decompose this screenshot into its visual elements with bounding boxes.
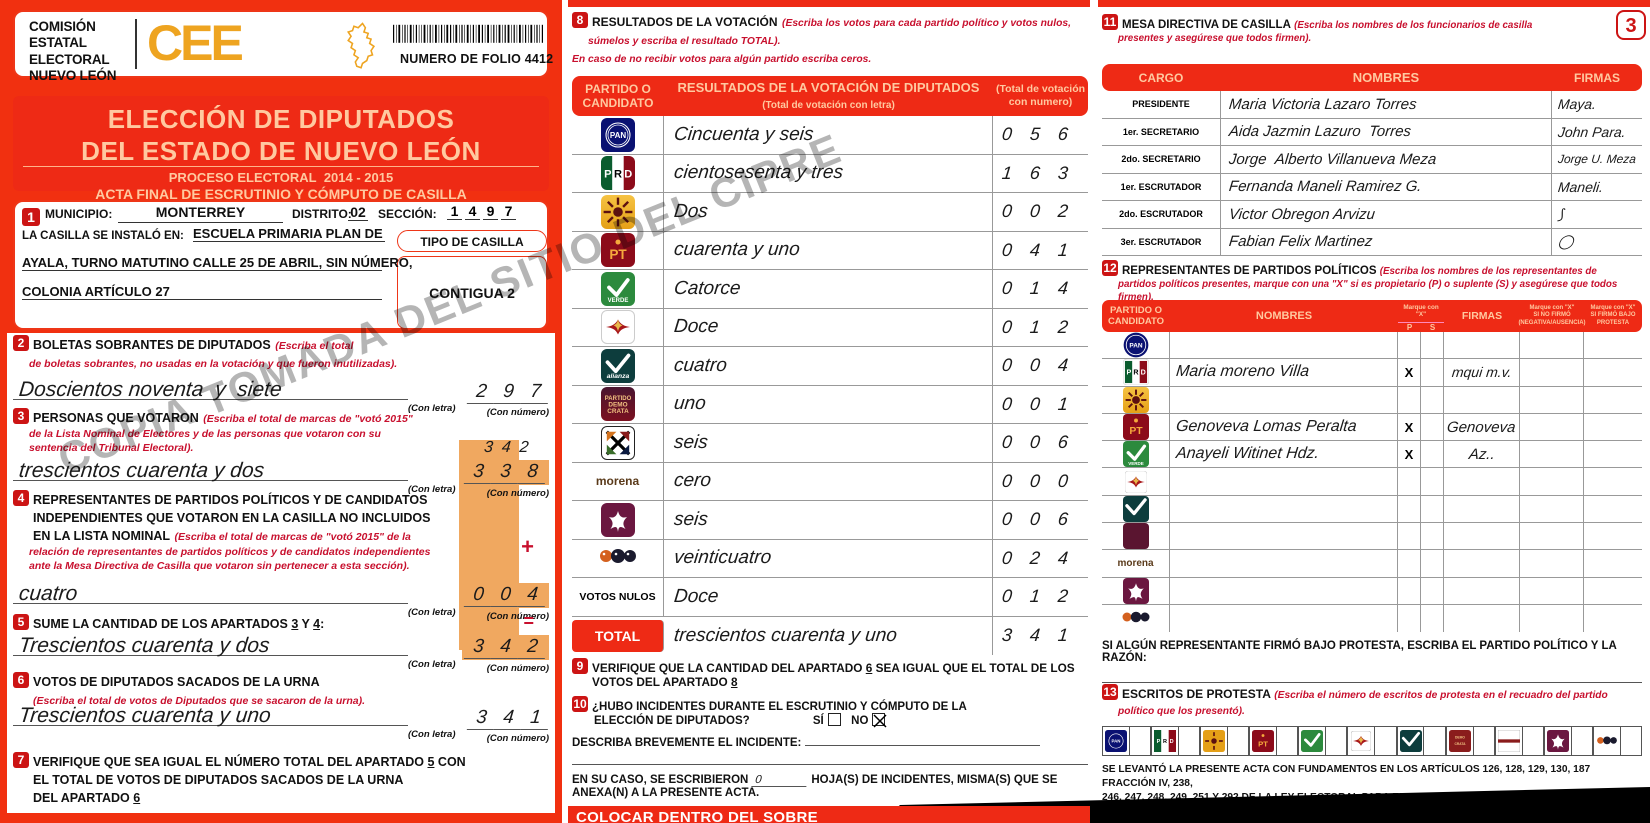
- svg-text:PT: PT: [1258, 740, 1268, 749]
- svg-text:VERDE: VERDE: [1128, 461, 1144, 466]
- svg-text:DEMO: DEMO: [1455, 735, 1465, 739]
- svg-text:CRATA: CRATA: [1454, 742, 1466, 746]
- svg-text:D: D: [1170, 739, 1174, 745]
- svg-text:D: D: [624, 169, 632, 181]
- svg-text:PAN: PAN: [609, 131, 626, 140]
- svg-text:R: R: [1133, 369, 1138, 377]
- svg-text:D: D: [1140, 369, 1145, 377]
- svg-text:alianza: alianza: [606, 373, 629, 380]
- svg-text:PAN: PAN: [1129, 343, 1143, 350]
- svg-text:PAN: PAN: [1111, 739, 1120, 744]
- svg-text:P: P: [1157, 739, 1161, 745]
- svg-text:PT: PT: [609, 247, 627, 262]
- svg-text:P: P: [604, 169, 611, 181]
- svg-text:R: R: [1163, 739, 1167, 745]
- svg-text:R: R: [614, 169, 622, 181]
- svg-text:P: P: [1126, 369, 1131, 377]
- svg-text:PT: PT: [1129, 426, 1143, 437]
- svg-text:VERDE: VERDE: [607, 298, 628, 304]
- svg-text:CRATA: CRATA: [607, 408, 629, 415]
